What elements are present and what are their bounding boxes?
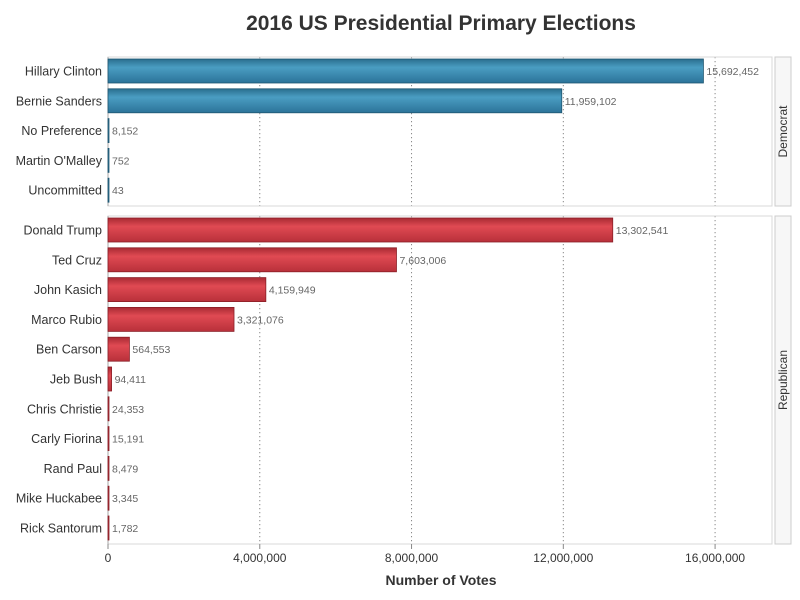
- bar-ben-carson: [107, 336, 130, 362]
- value-label: 24,353: [112, 404, 144, 416]
- value-label: 752: [112, 155, 130, 167]
- value-label: 3,345: [112, 493, 138, 505]
- bar-ted-cruz: [107, 247, 397, 273]
- x-tick-label: 4,000,000: [233, 551, 287, 565]
- category-label: Carly Fiorina: [31, 432, 102, 446]
- panel-label-democrat: Democrat: [776, 105, 790, 158]
- category-label: Mike Huckabee: [16, 492, 102, 506]
- value-label: 94,411: [115, 374, 146, 386]
- bar-no-preference: [107, 118, 110, 143]
- x-axis-title: Number of Votes: [386, 572, 497, 588]
- category-label: Rand Paul: [44, 462, 102, 476]
- value-label: 11,959,102: [565, 96, 617, 108]
- x-tick-label: 12,000,000: [533, 551, 593, 565]
- category-label: Ben Carson: [36, 343, 102, 357]
- bar-carly-fiorina: [107, 426, 110, 452]
- value-label: 15,692,452: [706, 66, 759, 78]
- value-label: 7,603,006: [399, 255, 446, 267]
- bar-mike-huckabee: [107, 485, 110, 511]
- bar-rand-paul: [107, 455, 110, 481]
- value-label: 8,152: [112, 126, 138, 138]
- category-label: Donald Trump: [23, 224, 102, 238]
- panel-label-republican: Republican: [776, 350, 790, 410]
- bar-uncommitted: [107, 177, 110, 203]
- x-tick-label: 8,000,000: [385, 551, 439, 565]
- panel-strip-democrat: [774, 56, 792, 207]
- value-label: 13,302,541: [616, 225, 669, 237]
- category-label: Bernie Sanders: [16, 94, 102, 108]
- x-tick-label: 16,000,000: [685, 551, 745, 565]
- bar-martin-o-malley: [107, 147, 110, 173]
- x-axis: 0 4,000,000 8,000,000 12,000,000 16,000,000: [105, 544, 745, 565]
- value-label: 8,479: [112, 463, 138, 475]
- category-label: Ted Cruz: [52, 253, 102, 267]
- value-label: 1,782: [112, 523, 138, 535]
- category-label: Hillary Clinton: [25, 65, 102, 79]
- bar-jeb-bush: [107, 366, 112, 392]
- bar-chris-christie: [107, 396, 110, 422]
- category-label: Uncommitted: [28, 184, 102, 198]
- x-tick-label: 0: [105, 551, 112, 565]
- bar-john-kasich: [107, 277, 267, 303]
- value-label: 43: [112, 185, 124, 197]
- value-label: 15,191: [112, 434, 144, 446]
- category-label: Rick Santorum: [20, 522, 102, 536]
- category-label: Marco Rubio: [31, 313, 102, 327]
- panels: Democrat Hillary Clinton 15,692,452 Bernie …: [16, 56, 792, 545]
- bar-bernie-sanders: [107, 88, 563, 114]
- category-label: John Kasich: [34, 283, 102, 297]
- category-label: Jeb Bush: [50, 373, 102, 387]
- value-label: 564,553: [132, 344, 170, 356]
- bar-marco-rubio: [107, 306, 235, 332]
- chart-title: 2016 US Presidential Primary Elections: [246, 12, 636, 35]
- bar-rick-santorum: [107, 515, 110, 541]
- category-label: Chris Christie: [27, 402, 102, 416]
- bar-donald-trump: [107, 217, 614, 243]
- panel-strip-republican: [774, 215, 792, 545]
- value-label: 4,159,949: [269, 285, 316, 297]
- gridlines: [259, 57, 716, 544]
- bar-hillary-clinton: [107, 58, 704, 84]
- value-label: 3,321,076: [237, 314, 284, 326]
- category-label: Martin O'Malley: [16, 154, 103, 168]
- category-label: No Preference: [21, 124, 102, 138]
